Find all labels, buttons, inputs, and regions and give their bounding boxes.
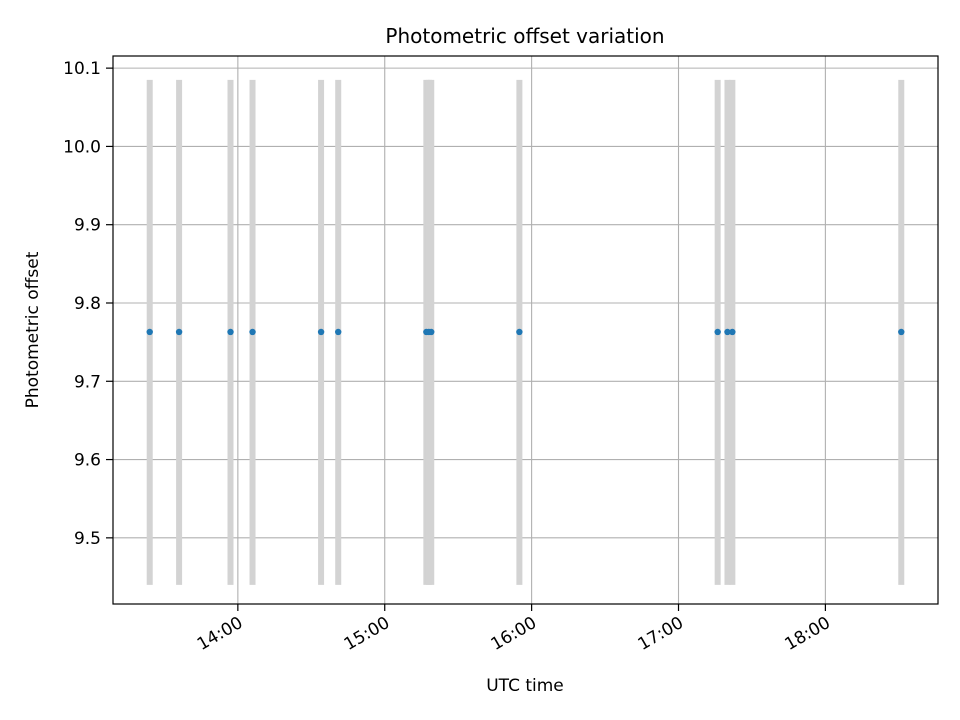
y-tick-label: 10.0 (63, 137, 101, 157)
data-point (898, 328, 905, 336)
data-point (729, 328, 736, 336)
data-point (714, 328, 721, 336)
data-point (249, 328, 256, 336)
data-point (335, 328, 342, 336)
y-tick-label: 9.5 (74, 529, 101, 549)
data-point-layer (146, 328, 905, 336)
y-axis-label: Photometric offset (23, 251, 43, 408)
data-point (175, 328, 183, 336)
y-tick-label: 9.8 (74, 294, 101, 314)
y-tick-label: 9.6 (74, 451, 101, 471)
data-point (227, 328, 234, 336)
x-axis-label: UTC time (486, 676, 564, 696)
chart-title: Photometric offset variation (385, 24, 664, 48)
plot-frame (112, 55, 939, 605)
y-tick-label: 9.7 (74, 372, 101, 392)
data-point (317, 328, 325, 336)
data-point (516, 328, 523, 336)
data-point (146, 328, 153, 336)
y-axis-ticks: 9.5 9.6 9.7 9.8 9.9 10.0 10.1 (63, 59, 113, 549)
y-tick-label: 9.9 (74, 216, 101, 236)
data-point (428, 328, 435, 336)
data-point (724, 328, 731, 336)
y-tick-label: 10.1 (63, 59, 101, 79)
